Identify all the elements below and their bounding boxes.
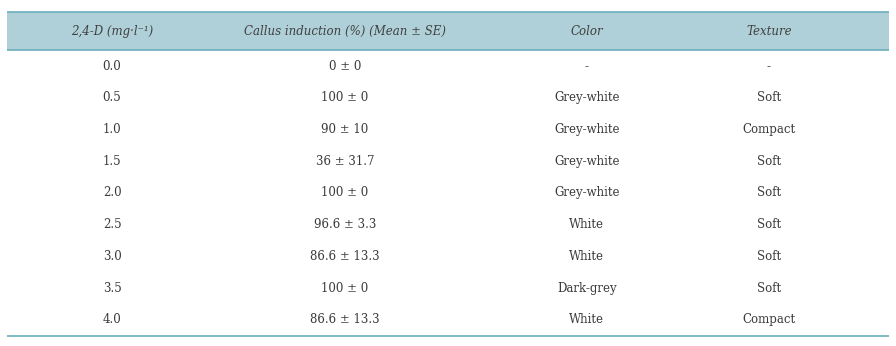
Text: White: White — [569, 250, 605, 263]
Text: White: White — [569, 218, 605, 231]
Bar — [7, 12, 889, 50]
Text: 2,4-D (mg·l⁻¹): 2,4-D (mg·l⁻¹) — [71, 25, 153, 38]
Text: 0 ± 0: 0 ± 0 — [329, 60, 361, 73]
Text: Callus induction (%) (Mean ± SE): Callus induction (%) (Mean ± SE) — [244, 25, 446, 38]
Text: 3.5: 3.5 — [103, 282, 121, 294]
Text: Soft: Soft — [757, 155, 780, 168]
Text: Grey-white: Grey-white — [554, 186, 620, 199]
Text: 1.0: 1.0 — [103, 123, 121, 136]
Text: 100 ± 0: 100 ± 0 — [322, 186, 368, 199]
Text: 86.6 ± 13.3: 86.6 ± 13.3 — [310, 250, 380, 263]
Text: 100 ± 0: 100 ± 0 — [322, 91, 368, 104]
Text: 100 ± 0: 100 ± 0 — [322, 282, 368, 294]
Text: Texture: Texture — [746, 25, 791, 38]
Text: 0.0: 0.0 — [103, 60, 121, 73]
Text: Dark-grey: Dark-grey — [557, 282, 616, 294]
Text: 3.0: 3.0 — [103, 250, 121, 263]
Text: Soft: Soft — [757, 282, 780, 294]
Text: Grey-white: Grey-white — [554, 155, 620, 168]
Text: Soft: Soft — [757, 91, 780, 104]
Text: 36 ± 31.7: 36 ± 31.7 — [315, 155, 375, 168]
Text: Color: Color — [571, 25, 603, 38]
Text: Soft: Soft — [757, 186, 780, 199]
Text: 96.6 ± 3.3: 96.6 ± 3.3 — [314, 218, 376, 231]
Text: 1.5: 1.5 — [103, 155, 121, 168]
Text: 2.0: 2.0 — [103, 186, 121, 199]
Text: 4.0: 4.0 — [103, 313, 121, 326]
Text: 0.5: 0.5 — [103, 91, 121, 104]
Text: Compact: Compact — [742, 123, 796, 136]
Text: -: - — [585, 60, 589, 73]
Text: Soft: Soft — [757, 218, 780, 231]
Text: Grey-white: Grey-white — [554, 123, 620, 136]
Text: -: - — [767, 60, 771, 73]
Text: 90 ± 10: 90 ± 10 — [322, 123, 368, 136]
Text: 2.5: 2.5 — [103, 218, 121, 231]
Text: Soft: Soft — [757, 250, 780, 263]
Text: Grey-white: Grey-white — [554, 91, 620, 104]
Text: 86.6 ± 13.3: 86.6 ± 13.3 — [310, 313, 380, 326]
Text: Compact: Compact — [742, 313, 796, 326]
Text: White: White — [569, 313, 605, 326]
